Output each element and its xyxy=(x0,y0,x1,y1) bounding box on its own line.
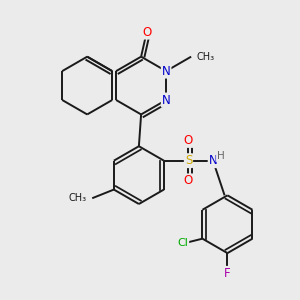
Text: CH₃: CH₃ xyxy=(197,52,215,62)
Text: H: H xyxy=(217,151,225,161)
Text: N: N xyxy=(208,154,217,167)
Text: Cl: Cl xyxy=(178,238,188,248)
Text: O: O xyxy=(184,134,193,147)
Text: O: O xyxy=(184,174,193,188)
Text: N: N xyxy=(162,94,170,106)
Text: N: N xyxy=(162,64,170,78)
Text: F: F xyxy=(224,267,231,280)
Text: O: O xyxy=(142,26,151,39)
Text: S: S xyxy=(185,154,192,167)
Text: CH₃: CH₃ xyxy=(68,193,87,203)
